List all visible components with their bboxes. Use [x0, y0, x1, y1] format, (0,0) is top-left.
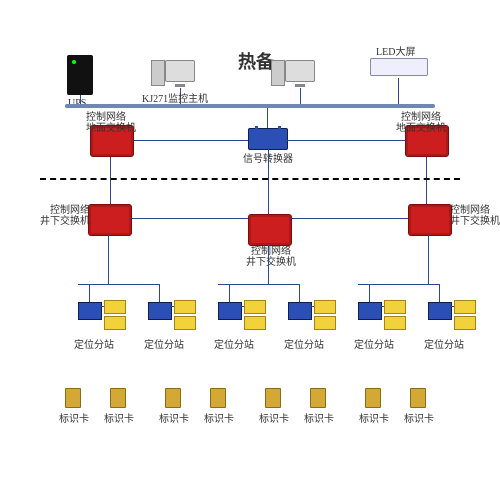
tag-card-label-6: 标识卡	[359, 410, 389, 425]
red-switch-down-center	[248, 214, 292, 246]
signal-converter	[248, 128, 288, 150]
link-yd-3	[310, 306, 314, 307]
yellow-device-0-b	[104, 316, 126, 330]
substation-label-4: 定位分站	[354, 336, 394, 351]
link-ring-bot-right	[288, 218, 408, 219]
link-ring-top-right	[286, 140, 406, 141]
ground-underground-divider	[40, 178, 460, 180]
tag-card-3	[210, 388, 226, 408]
tag-card-6	[365, 388, 381, 408]
dist-center	[218, 284, 300, 285]
link-yd-5	[450, 306, 454, 307]
link-substation-4	[369, 284, 370, 302]
tag-card-0	[65, 388, 81, 408]
yellow-device-0-a	[104, 300, 126, 314]
link-yd-2	[240, 306, 244, 307]
link-led-bus	[398, 78, 399, 104]
kj271-host	[165, 60, 195, 87]
yellow-device-3-a	[314, 300, 336, 314]
substation-label-2: 定位分站	[214, 336, 254, 351]
link-bus-converter	[267, 108, 268, 128]
substation-label-0: 定位分站	[74, 336, 114, 351]
substation-5	[428, 302, 452, 320]
red-switch-down-right	[408, 204, 452, 236]
link-hotbackup-bus	[300, 88, 301, 104]
substation-label-3: 定位分站	[284, 336, 324, 351]
yellow-device-3-b	[314, 316, 336, 330]
tag-card-2	[165, 388, 181, 408]
red-switch-down-left	[88, 204, 132, 236]
link-ring-top-left	[130, 140, 248, 141]
substation-1	[148, 302, 172, 320]
link-yd-4	[380, 306, 384, 307]
red-switch-down-right-label: 控制网络井下交换机	[450, 205, 500, 227]
red-switch-ground-left-label-1: 控制网络地面交换机	[86, 112, 136, 134]
kj271-label: KJ271监控主机	[142, 90, 208, 105]
link-ring-right	[426, 155, 427, 205]
link-substation-3	[299, 284, 300, 302]
substation-4	[358, 302, 382, 320]
link-substation-1	[159, 284, 160, 302]
tag-card-label-5: 标识卡	[304, 410, 334, 425]
dist-left	[78, 284, 160, 285]
red-switch-down-center-label: 控制网络井下交换机	[246, 246, 296, 268]
link-substation-2	[229, 284, 230, 302]
yellow-device-5-a	[454, 300, 476, 314]
hotbackup-host	[285, 60, 315, 87]
yellow-device-2-b	[244, 316, 266, 330]
tag-card-label-1: 标识卡	[104, 410, 134, 425]
link-ring-left	[110, 155, 111, 205]
red-switch-ground-right-label: 控制网络地面交换机	[396, 112, 446, 134]
tag-card-label-4: 标识卡	[259, 410, 289, 425]
substation-label-1: 定位分站	[144, 336, 184, 351]
tag-card-1	[110, 388, 126, 408]
yellow-device-4-b	[384, 316, 406, 330]
dist-right	[358, 284, 440, 285]
ups-device	[67, 55, 93, 95]
substation-0	[78, 302, 102, 320]
trunk-right	[428, 234, 429, 284]
link-yd-1	[170, 306, 174, 307]
yellow-device-1-b	[174, 316, 196, 330]
tag-card-label-2: 标识卡	[159, 410, 189, 425]
substation-3	[288, 302, 312, 320]
tag-card-7	[410, 388, 426, 408]
yellow-device-2-a	[244, 300, 266, 314]
title: 热备	[238, 48, 274, 74]
yellow-device-5-b	[454, 316, 476, 330]
tag-card-5	[310, 388, 326, 408]
link-substation-5	[439, 284, 440, 302]
trunk-left	[108, 234, 109, 284]
yellow-device-1-a	[174, 300, 196, 314]
trunk-center	[268, 244, 269, 284]
network-bus	[65, 104, 435, 108]
tag-card-4	[265, 388, 281, 408]
led-label: LED大屏	[376, 43, 415, 58]
substation-2	[218, 302, 242, 320]
link-ring-bot-left	[128, 218, 248, 219]
link-center-vert	[268, 148, 269, 214]
tag-card-label-3: 标识卡	[204, 410, 234, 425]
tag-card-label-0: 标识卡	[59, 410, 89, 425]
red-switch-down-left-label: 控制网络井下交换机	[40, 205, 90, 227]
yellow-device-4-a	[384, 300, 406, 314]
tag-card-label-7: 标识卡	[404, 410, 434, 425]
link-substation-0	[89, 284, 90, 302]
led-screen	[370, 58, 428, 76]
substation-label-5: 定位分站	[424, 336, 464, 351]
link-yd-0	[100, 306, 104, 307]
